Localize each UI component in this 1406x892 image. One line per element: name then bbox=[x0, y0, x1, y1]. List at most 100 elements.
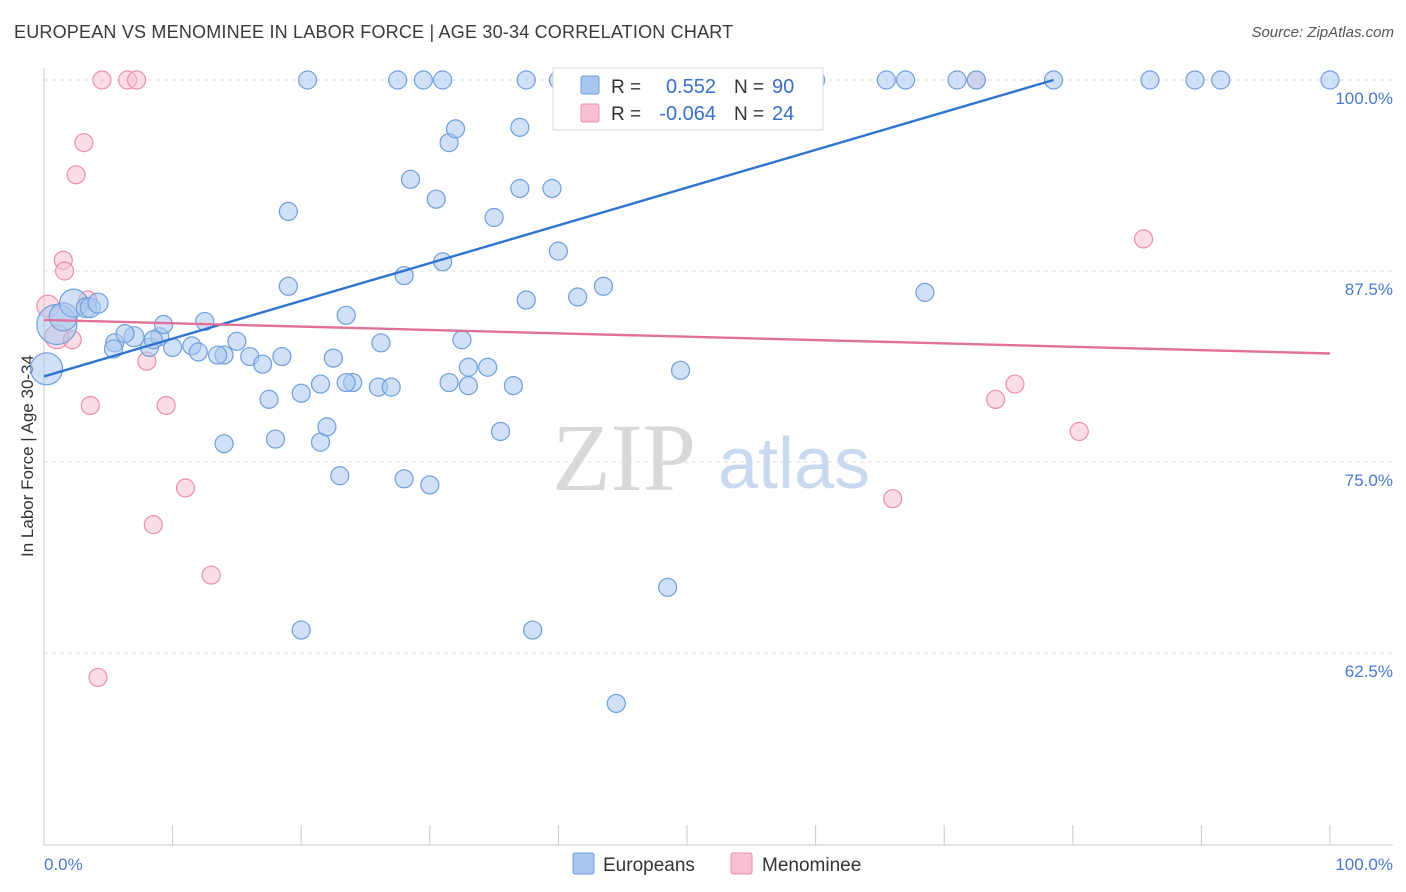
menominee-point-17 bbox=[88, 667, 108, 688]
european-point-43 bbox=[336, 305, 356, 325]
legend-swatch-menominee bbox=[580, 103, 600, 123]
european-point-34 bbox=[478, 357, 498, 377]
european-point-54 bbox=[426, 189, 446, 209]
european-point-50 bbox=[593, 276, 614, 296]
european-point-33 bbox=[458, 376, 478, 396]
stats-legend: R = 0.552 N = 90 R = -0.064 N = 24 bbox=[552, 67, 824, 131]
european-point-63 bbox=[394, 469, 414, 489]
x-tick-label-max: 100.0% bbox=[1335, 855, 1393, 874]
european-point-71 bbox=[298, 70, 318, 90]
european-point-69 bbox=[606, 693, 626, 714]
european-point-87 bbox=[966, 70, 986, 90]
legend-r-value-menominee: -0.064 bbox=[659, 103, 716, 125]
european-point-55 bbox=[400, 169, 421, 189]
european-point-17 bbox=[153, 314, 174, 335]
european-point-49 bbox=[568, 287, 588, 307]
series-legend: Europeans Menominee bbox=[572, 852, 861, 876]
european-point-61 bbox=[278, 201, 298, 222]
watermark-atlas: atlas bbox=[718, 424, 870, 504]
european-point-56 bbox=[510, 178, 530, 199]
menominee-point-9 bbox=[92, 70, 112, 90]
series-legend-swatch-menominee bbox=[730, 852, 753, 875]
legend-n-label-menominee: N = bbox=[734, 104, 764, 125]
grid-lines bbox=[44, 79, 1393, 654]
european-point-86 bbox=[947, 70, 967, 90]
european-point-22 bbox=[253, 354, 273, 374]
y-axis-title: In Labor Force | Age 30-34 bbox=[18, 355, 37, 557]
european-point-66 bbox=[658, 577, 678, 597]
european-point-42 bbox=[452, 330, 472, 350]
european-point-25 bbox=[323, 348, 343, 368]
european-point-72 bbox=[388, 70, 408, 90]
european-point-52 bbox=[548, 241, 569, 261]
european-point-44 bbox=[278, 276, 298, 296]
european-point-27 bbox=[259, 389, 279, 409]
y-tick-labels: 62.5% 75.0% 87.5% 100.0% bbox=[1335, 89, 1393, 681]
european-point-92 bbox=[1320, 70, 1340, 90]
menominee-point-6 bbox=[66, 165, 86, 185]
source-label: Source: ZipAtlas.com bbox=[1251, 24, 1394, 41]
european-point-65 bbox=[330, 466, 350, 486]
european-point-24 bbox=[208, 345, 228, 365]
y-tick-label-0: 62.5% bbox=[1345, 662, 1393, 681]
menominee-point-23 bbox=[1133, 229, 1154, 249]
european-point-60 bbox=[510, 117, 530, 137]
european-points bbox=[29, 70, 1340, 714]
european-point-57 bbox=[542, 178, 562, 199]
european-point-38 bbox=[317, 417, 337, 437]
european-trend-line bbox=[43, 78, 1054, 378]
menominee-point-3 bbox=[54, 261, 75, 281]
series-legend-europeans: Europeans bbox=[603, 855, 695, 876]
european-point-15 bbox=[188, 342, 208, 362]
european-point-62 bbox=[336, 372, 356, 393]
menominee-point-21 bbox=[1005, 374, 1025, 394]
european-point-51 bbox=[670, 360, 691, 380]
european-point-23 bbox=[272, 346, 292, 367]
european-point-67 bbox=[291, 620, 311, 640]
legend-r-label-menominee: R = bbox=[611, 104, 641, 125]
european-point-64 bbox=[420, 475, 440, 495]
european-point-59 bbox=[445, 119, 466, 139]
y-tick-label-3: 100.0% bbox=[1335, 89, 1393, 108]
european-point-85 bbox=[896, 70, 916, 90]
y-tick-label-1: 75.0% bbox=[1345, 471, 1393, 490]
x-axis-ticks bbox=[43, 825, 1331, 845]
legend-n-value-europeans: 90 bbox=[772, 76, 794, 98]
y-tick-label-2: 87.5% bbox=[1345, 280, 1393, 299]
european-point-89 bbox=[1140, 70, 1160, 90]
series-legend-menominee: Menominee bbox=[762, 855, 861, 876]
european-point-10 bbox=[115, 324, 135, 344]
european-point-26 bbox=[291, 383, 311, 403]
european-point-40 bbox=[214, 434, 234, 454]
european-point-91 bbox=[1211, 70, 1231, 90]
watermark-zip: ZIP bbox=[552, 404, 696, 511]
european-point-0 bbox=[29, 352, 64, 386]
menominee-point-13 bbox=[156, 395, 176, 416]
european-point-31 bbox=[381, 377, 401, 397]
european-point-53 bbox=[484, 207, 504, 228]
legend-n-label-europeans: N = bbox=[734, 77, 764, 98]
european-point-68 bbox=[523, 620, 543, 640]
european-point-21 bbox=[227, 331, 247, 351]
menominee-point-16 bbox=[201, 565, 221, 585]
european-point-47 bbox=[516, 290, 536, 310]
european-point-32 bbox=[439, 372, 459, 393]
legend-r-value-europeans: 0.552 bbox=[666, 76, 716, 98]
menominee-point-15 bbox=[175, 478, 196, 498]
menominee-point-7 bbox=[74, 133, 94, 153]
menominee-point-14 bbox=[143, 515, 163, 535]
european-point-39 bbox=[371, 333, 391, 353]
european-point-48 bbox=[490, 421, 511, 442]
menominee-trend-line bbox=[43, 318, 1331, 355]
chart-title: EUROPEAN VS MENOMINEE IN LABOR FORCE | A… bbox=[14, 22, 734, 42]
menominee-point-20 bbox=[986, 389, 1006, 409]
menominee-points bbox=[36, 70, 1154, 688]
menominee-point-22 bbox=[1069, 421, 1089, 442]
axes bbox=[43, 68, 1393, 846]
european-point-90 bbox=[1185, 70, 1205, 90]
european-point-73 bbox=[413, 70, 433, 90]
european-point-84 bbox=[876, 70, 896, 90]
european-point-74 bbox=[433, 70, 453, 90]
trend-lines bbox=[43, 78, 1331, 378]
